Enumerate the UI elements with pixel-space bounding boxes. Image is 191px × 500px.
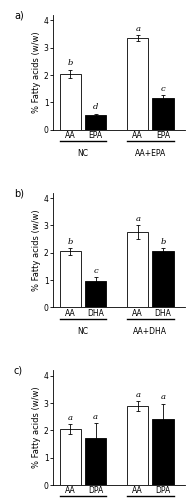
Text: AA+DHA: AA+DHA: [133, 327, 167, 336]
Text: NC: NC: [78, 327, 88, 336]
Y-axis label: % Fatty acids (w/w): % Fatty acids (w/w): [32, 387, 41, 468]
Text: NC: NC: [78, 150, 88, 158]
Text: a: a: [68, 414, 73, 422]
Text: b: b: [160, 238, 166, 246]
Text: a: a: [135, 216, 140, 224]
Text: d: d: [93, 104, 98, 112]
Text: b: b: [68, 60, 73, 68]
Bar: [152, 418, 174, 485]
Y-axis label: % Fatty acids (w/w): % Fatty acids (w/w): [32, 32, 41, 113]
Text: c: c: [93, 266, 98, 274]
Y-axis label: % Fatty acids (w/w): % Fatty acids (w/w): [32, 209, 41, 291]
Text: a: a: [135, 24, 140, 32]
Bar: [85, 438, 106, 485]
Text: a): a): [14, 10, 24, 20]
Bar: [127, 38, 148, 130]
Text: b: b: [68, 238, 73, 246]
Bar: [60, 252, 81, 308]
Text: a: a: [93, 413, 98, 421]
Bar: [127, 232, 148, 308]
Text: c): c): [14, 366, 23, 376]
Bar: [60, 429, 81, 485]
Text: a: a: [161, 394, 166, 402]
Bar: [127, 406, 148, 485]
Bar: [85, 281, 106, 307]
Bar: [152, 252, 174, 308]
Text: b): b): [14, 188, 24, 198]
Bar: [85, 116, 106, 130]
Bar: [152, 98, 174, 130]
Text: a: a: [135, 392, 140, 400]
Text: c: c: [161, 85, 165, 93]
Text: AA+EPA: AA+EPA: [135, 150, 166, 158]
Bar: [60, 74, 81, 130]
